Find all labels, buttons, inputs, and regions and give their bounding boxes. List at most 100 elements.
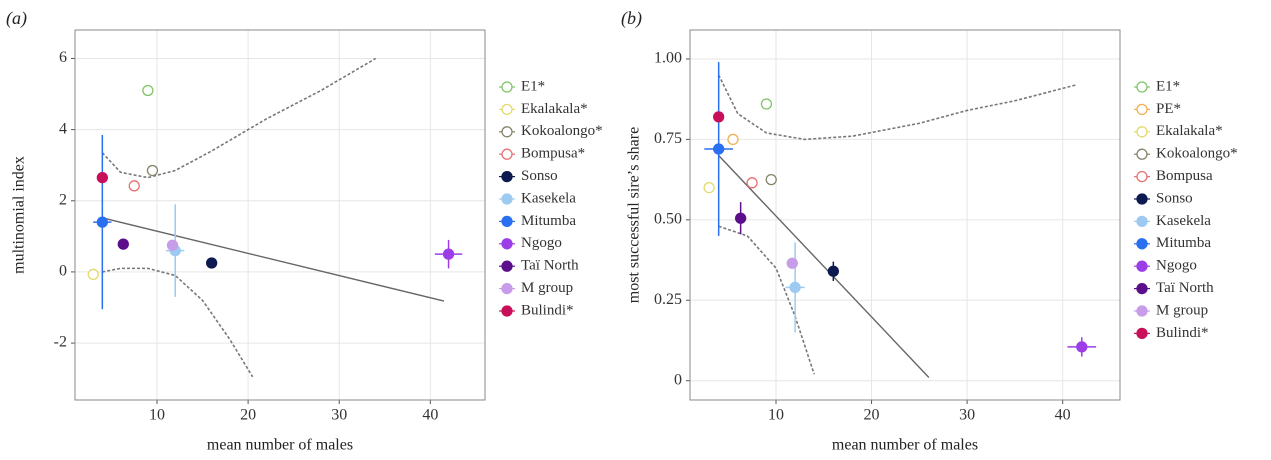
legend-key bbox=[501, 103, 513, 116]
point bbox=[760, 98, 773, 110]
legend-key bbox=[1136, 103, 1148, 116]
point bbox=[765, 173, 777, 186]
y-tick-label: 0.50 bbox=[654, 210, 682, 227]
point bbox=[703, 182, 715, 194]
legend-label: Kokoalongo* bbox=[521, 123, 603, 139]
legend-label: Taï North bbox=[1156, 280, 1214, 296]
legend-key bbox=[501, 148, 513, 160]
regression-line bbox=[718, 154, 930, 378]
legend-key bbox=[501, 81, 513, 93]
legend-label: Bompusa* bbox=[521, 146, 585, 162]
legend-key bbox=[501, 215, 513, 228]
legend-label: Kasekela bbox=[521, 190, 576, 206]
y-tick-label: -2 bbox=[54, 334, 67, 351]
x-tick-label: 30 bbox=[959, 407, 975, 424]
legend-label: E1* bbox=[1156, 78, 1180, 94]
legend-label: Sonso bbox=[521, 168, 558, 184]
legend-key bbox=[501, 126, 513, 138]
legend-label: Bulindi* bbox=[1156, 325, 1209, 341]
y-axis-label: most successful sire’s share bbox=[626, 127, 643, 303]
legend-key bbox=[1136, 215, 1148, 228]
x-tick-label: 40 bbox=[422, 407, 438, 424]
legend-label: Ngogo bbox=[521, 235, 562, 251]
y-tick-label: 0.75 bbox=[654, 130, 682, 147]
legend-key bbox=[1136, 327, 1148, 340]
point bbox=[713, 111, 725, 123]
plot-border bbox=[689, 29, 1121, 401]
x-tick-label: 20 bbox=[864, 407, 880, 424]
x-axis-label: mean number of males bbox=[207, 437, 353, 454]
legend-key bbox=[1136, 260, 1148, 272]
legend-key bbox=[1136, 193, 1148, 205]
legend-label: M group bbox=[1156, 302, 1208, 318]
legend-key bbox=[501, 238, 513, 250]
x-tick-label: 10 bbox=[768, 407, 784, 424]
legend-key bbox=[501, 170, 513, 183]
legend-label: Ekalakala* bbox=[1156, 123, 1223, 139]
point bbox=[727, 133, 739, 146]
point bbox=[442, 248, 455, 260]
legend-key bbox=[1136, 81, 1148, 93]
y-tick-label: 1.00 bbox=[654, 50, 682, 67]
legend-label: E1* bbox=[521, 78, 545, 94]
point bbox=[166, 239, 179, 251]
point bbox=[96, 171, 108, 184]
y-tick-label: 0.25 bbox=[654, 291, 682, 308]
legend-key bbox=[1136, 305, 1148, 317]
legend-key bbox=[501, 260, 513, 272]
point bbox=[128, 180, 140, 192]
legend-label: PE* bbox=[1156, 101, 1181, 117]
point bbox=[142, 84, 154, 97]
y-axis-label: multinomial index bbox=[11, 156, 28, 274]
legend-label: Kokoalongo* bbox=[1156, 146, 1238, 162]
legend-label: Kasekela bbox=[1156, 213, 1211, 229]
x-tick-label: 20 bbox=[240, 407, 256, 424]
legend-label: Mitumba bbox=[1156, 235, 1211, 251]
point bbox=[206, 257, 218, 269]
point bbox=[789, 281, 801, 294]
legend-label: Ekalakala* bbox=[521, 101, 588, 117]
legend-label: Mitumba bbox=[521, 213, 576, 229]
legend-label: Bompusa bbox=[1156, 168, 1213, 184]
x-axis-label: mean number of males bbox=[832, 437, 978, 454]
point bbox=[827, 265, 839, 277]
legend-key bbox=[501, 193, 513, 205]
legend-key bbox=[1136, 282, 1148, 295]
x-tick-label: 30 bbox=[331, 407, 347, 424]
x-tick-label: 10 bbox=[149, 407, 165, 424]
legend-label: Bulindi* bbox=[521, 302, 574, 318]
y-tick-label: 6 bbox=[59, 49, 67, 66]
legend-key bbox=[501, 282, 513, 295]
legend-key bbox=[1136, 238, 1148, 250]
plot-border bbox=[74, 29, 486, 401]
point bbox=[746, 177, 758, 189]
point bbox=[713, 143, 725, 155]
y-tick-label: 0 bbox=[59, 263, 67, 280]
confidence-band bbox=[718, 225, 815, 375]
legend-label: Ngogo bbox=[1156, 258, 1197, 274]
legend-label: M group bbox=[521, 280, 573, 296]
point bbox=[96, 216, 108, 228]
confidence-band bbox=[101, 57, 377, 179]
point bbox=[87, 268, 99, 281]
point bbox=[1076, 341, 1088, 353]
legend-label: Taï North bbox=[521, 258, 579, 274]
legend-key bbox=[1136, 170, 1148, 183]
legend-key bbox=[1136, 126, 1148, 138]
panel-label: (b) bbox=[621, 8, 642, 29]
y-tick-label: 0 bbox=[674, 371, 682, 388]
y-tick-label: 4 bbox=[59, 120, 67, 137]
panel-label: (a) bbox=[6, 8, 27, 29]
legend-key bbox=[1136, 148, 1148, 160]
x-tick-label: 40 bbox=[1055, 407, 1071, 424]
plot-background bbox=[690, 30, 1120, 400]
regression-line bbox=[102, 217, 445, 302]
legend-key bbox=[501, 305, 513, 317]
legend-label: Sonso bbox=[1156, 190, 1193, 206]
point bbox=[734, 212, 747, 224]
point bbox=[786, 257, 798, 269]
plot-background bbox=[75, 30, 485, 400]
y-tick-label: 2 bbox=[59, 191, 67, 208]
point bbox=[146, 164, 159, 177]
